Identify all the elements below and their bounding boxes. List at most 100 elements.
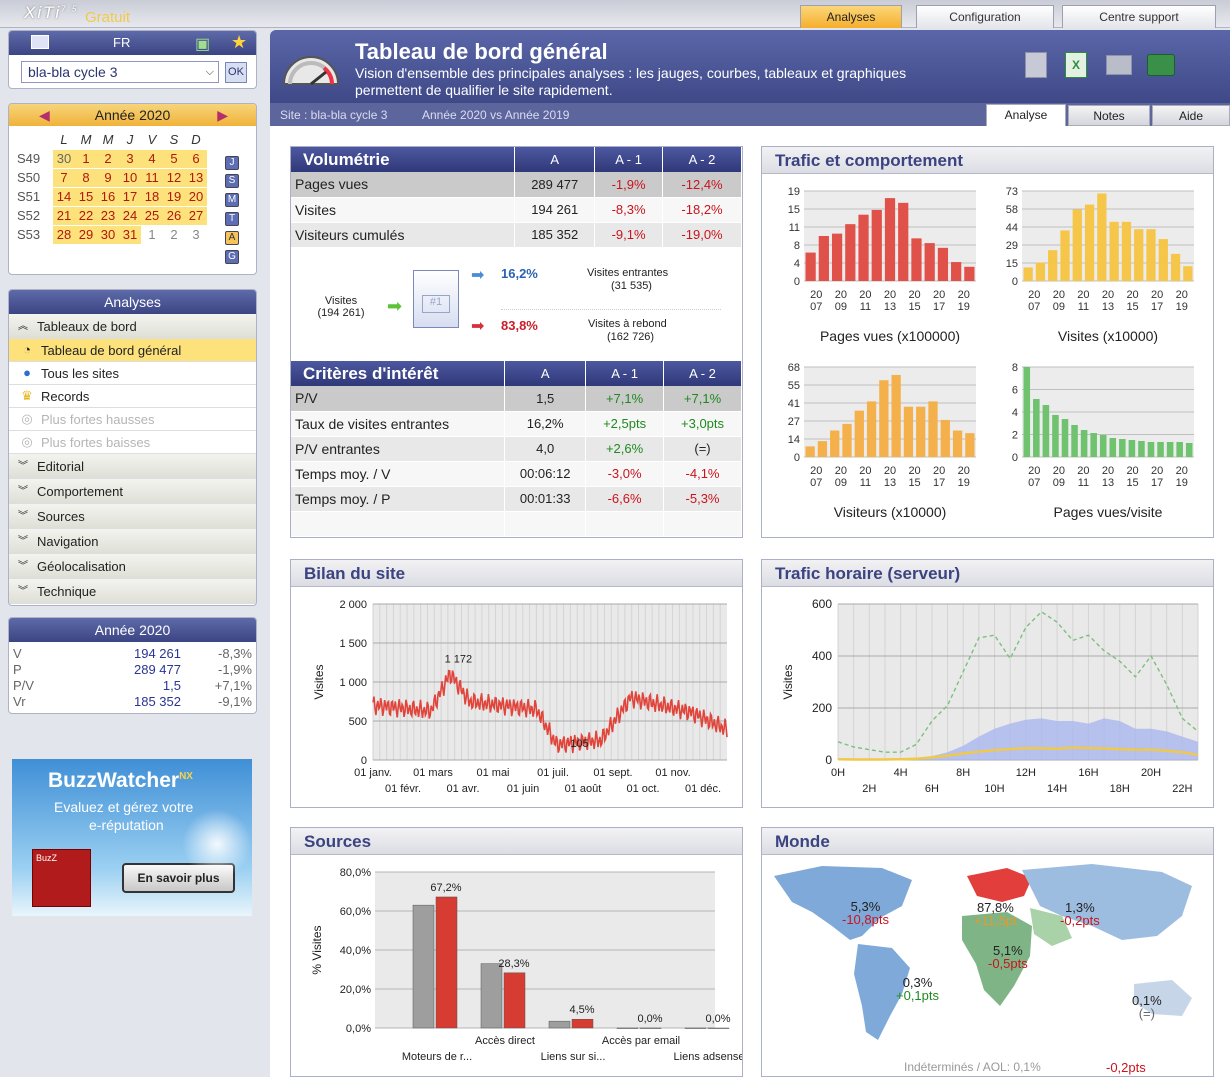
y-tick-label: 29 — [1006, 240, 1018, 252]
menu-section-sources[interactable]: ︾ Sources — [9, 504, 256, 529]
calendar-day[interactable]: 26 — [163, 206, 185, 225]
calendar-day[interactable]: 21 — [53, 206, 75, 225]
calendar-day[interactable]: 3 — [192, 226, 200, 242]
table-row[interactable]: Visiteurs cumulés 185 352 -9,1% -19,0% — [291, 222, 742, 248]
calendar-day[interactable]: 1 — [148, 226, 156, 242]
week-number[interactable]: S53 — [17, 227, 41, 242]
week-number[interactable]: S52 — [17, 208, 41, 223]
calendar-day[interactable]: 13 — [185, 168, 207, 187]
table-row[interactable]: Visites 194 261 -8,3% -18,2% — [291, 197, 742, 223]
calendar-day[interactable]: 20 — [185, 187, 207, 206]
star-icon[interactable]: ★ — [231, 32, 248, 52]
calendar-day[interactable]: 4 — [141, 149, 163, 168]
calendar-day[interactable]: 7 — [53, 168, 75, 187]
week-number[interactable]: S50 — [17, 170, 41, 185]
period-custom-button[interactable]: G — [225, 250, 239, 264]
period-year-button[interactable]: A — [225, 231, 239, 245]
table-row[interactable]: Taux de visites entrantes 16,2% +2,5pts … — [291, 411, 742, 437]
calendar-day[interactable]: 10 — [119, 168, 141, 187]
world-footer-delta: -0,2pts — [1106, 1060, 1146, 1075]
tab-aide[interactable]: Aide — [1152, 105, 1230, 126]
pdf-export-icon[interactable] — [1025, 52, 1047, 78]
menu-item-plus-fortes-baisses[interactable]: ◎ Plus fortes baisses — [9, 431, 256, 454]
menu-item-tous-les-sites[interactable]: ● Tous les sites — [9, 362, 256, 385]
x-tick-label: 15 — [908, 301, 920, 313]
excel-export-icon[interactable]: X — [1065, 52, 1087, 78]
menu-item-plus-fortes-hausses[interactable]: ◎ Plus fortes hausses — [9, 408, 256, 431]
summary-row: V 194 261 -8,3% — [13, 646, 252, 661]
period-quarter-button[interactable]: T — [225, 212, 239, 226]
add-favorite-icon[interactable]: ▣ — [195, 36, 211, 53]
week-number[interactable]: S51 — [17, 189, 41, 204]
xiti-logo[interactable]: XiTi7.5 — [24, 3, 79, 22]
next-year-arrow-icon[interactable]: ▶ — [217, 107, 228, 123]
calendar-day[interactable]: 9 — [97, 168, 119, 187]
table-row[interactable]: Pages vues 289 477 -1,9% -12,4% — [291, 172, 742, 198]
site-icon[interactable] — [31, 35, 49, 49]
calendar-day[interactable]: 11 — [141, 168, 163, 187]
calendar-day[interactable]: 2 — [97, 149, 119, 168]
calendar-day[interactable]: 8 — [75, 168, 97, 187]
calendar-day[interactable]: 14 — [53, 187, 75, 206]
calendar-day[interactable]: 25 — [141, 206, 163, 225]
tab-configuration[interactable]: Configuration — [916, 5, 1054, 28]
x-tick-label: 13 — [884, 477, 896, 489]
menu-section-technique[interactable]: ︾ Technique — [9, 579, 256, 604]
calendar-day[interactable]: 12 — [163, 168, 185, 187]
calendar-day[interactable]: 2 — [170, 226, 178, 242]
flow-bounce-pct: 83,8% — [501, 318, 538, 333]
email-icon[interactable] — [1106, 55, 1132, 75]
calendar-day[interactable]: 16 — [97, 187, 119, 206]
world-map[interactable] — [762, 856, 1213, 1076]
menu-item-records[interactable]: ♛ Records — [9, 385, 256, 408]
calendar-day[interactable]: 30 — [97, 225, 119, 244]
tab-analyse[interactable]: Analyse — [986, 104, 1066, 126]
calendar-day[interactable]: 17 — [119, 187, 141, 206]
tab-notes[interactable]: Notes — [1068, 105, 1150, 126]
print-icon[interactable] — [1147, 54, 1175, 76]
y-tick-label: 19 — [788, 186, 800, 198]
calendar-day[interactable]: 18 — [141, 187, 163, 206]
calendar-day[interactable]: 23 — [97, 206, 119, 225]
menu-section-tableaux-de-bord[interactable]: ︽ Tableaux de bord — [9, 314, 256, 339]
menu-section-geolocalisation[interactable]: ︾ Géolocalisation — [9, 554, 256, 579]
site-select[interactable]: bla-bla cycle 3 ⌵ — [21, 61, 219, 83]
calendar-day[interactable]: 29 — [75, 225, 97, 244]
x-tick-label: 13 — [1102, 301, 1114, 313]
period-week-button[interactable]: S — [225, 174, 239, 188]
table-row[interactable]: P/V entrantes 4,0 +2,6% (=) — [291, 436, 742, 462]
x-tick-label: 15 — [1126, 301, 1138, 313]
menu-section-comportement[interactable]: ︾ Comportement — [9, 479, 256, 504]
calendar-day[interactable]: 1 — [75, 149, 97, 168]
calendar-day[interactable]: 28 — [53, 225, 75, 244]
tab-centre-support[interactable]: Centre support — [1062, 5, 1216, 28]
tab-analyses[interactable]: Analyses — [800, 5, 902, 28]
buzzwatcher-ad[interactable]: BuzzWatcherNX Evaluez et gérez votre e-r… — [12, 759, 252, 916]
period-month-button[interactable]: M — [225, 193, 239, 207]
language-label[interactable]: FR — [113, 35, 131, 50]
calendar-day[interactable]: 3 — [119, 149, 141, 168]
menu-section-editorial[interactable]: ︾ Editorial — [9, 454, 256, 479]
menu-item-tableau-de-bord-general[interactable]: ◔ Tableau de bord général — [9, 339, 256, 362]
x-tick-label: 20 — [958, 465, 970, 477]
chart-visiteurs: 014274155682007200920112013201520172019V… — [788, 362, 976, 520]
table-row[interactable]: P/V 1,5 +7,1% +7,1% — [291, 386, 742, 412]
table-row[interactable]: Temps moy. / V 00:06:12 -3,0% -4,1% — [291, 461, 742, 487]
week-number[interactable]: S49 — [17, 151, 41, 166]
ok-button[interactable]: OK — [225, 62, 247, 83]
table-row[interactable]: Temps moy. / P 00:01:33 -6,6% -5,3% — [291, 486, 742, 512]
bar — [884, 198, 896, 281]
calendar-day[interactable]: 30 — [53, 149, 75, 168]
calendar-day[interactable]: 27 — [185, 206, 207, 225]
calendar-day[interactable]: 15 — [75, 187, 97, 206]
calendar-day[interactable]: 31 — [119, 225, 141, 244]
calendar-day[interactable]: 22 — [75, 206, 97, 225]
calendar-day[interactable]: 19 — [163, 187, 185, 206]
region-stat: 5,1% -0,5pts — [988, 943, 1028, 971]
calendar-day[interactable]: 24 — [119, 206, 141, 225]
period-day-button[interactable]: J — [225, 156, 239, 170]
menu-section-navigation[interactable]: ︾ Navigation — [9, 529, 256, 554]
calendar-day[interactable]: 6 — [185, 149, 207, 168]
calendar-day[interactable]: 5 — [163, 149, 185, 168]
prev-year-arrow-icon[interactable]: ◀ — [39, 107, 50, 123]
